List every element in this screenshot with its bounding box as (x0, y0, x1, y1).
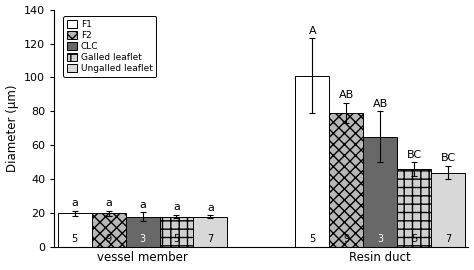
Text: a: a (139, 200, 146, 210)
Bar (160, 217, 193, 247)
Bar (363, 137, 397, 247)
Bar (126, 217, 160, 247)
Text: a: a (207, 203, 214, 213)
Y-axis label: Diameter (μm): Diameter (μm) (6, 85, 18, 172)
Text: 5: 5 (173, 234, 180, 244)
Text: 7: 7 (445, 234, 451, 244)
Text: a: a (173, 202, 180, 212)
Text: 5: 5 (72, 234, 78, 244)
Text: 3: 3 (139, 234, 146, 244)
Bar (58, 213, 91, 247)
Text: 5: 5 (411, 234, 417, 244)
Text: 9: 9 (106, 234, 112, 244)
Text: a: a (105, 198, 112, 208)
Text: 9: 9 (343, 234, 349, 244)
Text: a: a (71, 198, 78, 208)
Bar (431, 173, 465, 247)
Text: BC: BC (440, 153, 456, 163)
Text: A: A (309, 26, 316, 36)
Text: 7: 7 (207, 234, 214, 244)
Text: AB: AB (373, 99, 388, 109)
Bar (91, 213, 126, 247)
Text: AB: AB (338, 90, 354, 100)
Text: 3: 3 (377, 234, 383, 244)
Bar (329, 113, 363, 247)
Bar (193, 217, 228, 247)
Text: BC: BC (407, 150, 422, 160)
Legend: F1, F2, CLC, Galled leaflet, Ungalled leaflet: F1, F2, CLC, Galled leaflet, Ungalled le… (63, 16, 156, 77)
Bar (397, 169, 431, 247)
Bar (295, 76, 329, 247)
Text: 5: 5 (309, 234, 315, 244)
